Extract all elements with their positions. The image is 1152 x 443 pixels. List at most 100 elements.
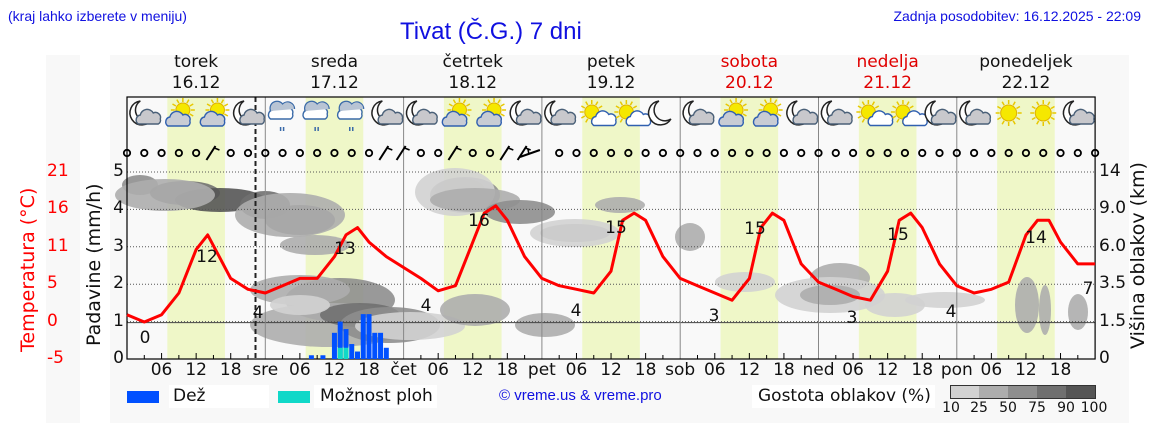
- cloud-density-area: [250, 275, 350, 305]
- showers-swatch: [278, 390, 310, 403]
- day-label-0: torek 16.12: [126, 52, 266, 94]
- calm-wind-icon: [606, 148, 616, 158]
- calm-wind-icon: [952, 148, 961, 158]
- calm-wind-icon: [641, 148, 650, 158]
- x-tick: 18: [1049, 360, 1072, 380]
- calm-wind-icon: [157, 148, 166, 158]
- sun-cloud-icon: [718, 98, 749, 127]
- legend-showers: Možnost ploh: [278, 385, 437, 408]
- day-label-3: petek 19.12: [541, 52, 681, 94]
- calm-wind-icon: [192, 148, 201, 158]
- temperature-tick: 16: [47, 198, 69, 219]
- x-tick: 06: [565, 360, 588, 380]
- sun-cloud-icon: [441, 98, 472, 127]
- region-hint[interactable]: (kraj lahko izberete v meniju): [8, 8, 187, 24]
- sun-cloud-icon: [752, 98, 783, 127]
- calm-wind-icon: [243, 148, 253, 158]
- cloud-density-area: [800, 285, 860, 305]
- calm-wind-icon: [572, 148, 581, 158]
- x-tick: sob: [665, 360, 696, 380]
- x-tick: 06: [150, 360, 173, 380]
- rain-bar: [360, 314, 366, 359]
- day-date: 17.12: [310, 73, 359, 93]
- x-tick: 12: [738, 360, 761, 380]
- calm-wind-icon: [693, 148, 702, 158]
- cloud-density-area: [1015, 277, 1039, 333]
- calm-wind-icon: [883, 148, 892, 158]
- x-tick: sre: [252, 360, 279, 380]
- calm-wind-icon: [658, 148, 668, 158]
- moon-cloud-icon: [129, 100, 162, 126]
- cloud-height-tick: 3.5: [1099, 273, 1127, 294]
- calm-wind-icon: [364, 148, 374, 158]
- cloud-height-tick: 1.5: [1099, 310, 1127, 331]
- temperature-line: [126, 204, 1096, 324]
- sun-small-cloud-icon: [890, 100, 928, 127]
- temperature-annotation: 4: [421, 296, 432, 316]
- rain-bar: [349, 344, 355, 359]
- day-date: 20.12: [725, 73, 774, 93]
- temp-axis-panel: [46, 55, 80, 423]
- x-tick: 06: [703, 360, 726, 380]
- copyright-link[interactable]: © vreme.us & vreme.pro: [499, 387, 662, 404]
- x-tick: 18: [219, 360, 242, 380]
- temperature-annotation: 3: [847, 308, 858, 328]
- x-tick: ned: [802, 360, 835, 380]
- last-update: Zadnja posodobitev: 16.12.2025 - 22:09: [893, 8, 1141, 24]
- calm-wind-icon: [745, 148, 754, 158]
- calm-wind-icon: [797, 148, 806, 158]
- precipitation-tick: 1: [113, 310, 124, 331]
- cloud-height-tick: 9.0: [1099, 198, 1127, 219]
- temperature-annotation: 3: [709, 306, 720, 326]
- cloud-height-tick: 6.0: [1099, 235, 1127, 256]
- temperature-tick: 5: [47, 273, 58, 294]
- moon-cloud-icon: [371, 100, 404, 126]
- day-name: ponedeljek: [979, 52, 1073, 72]
- day-label-4: sobota 20.12: [679, 52, 819, 94]
- moon-cloud-icon: [544, 100, 577, 126]
- cloud-density-area: [270, 295, 330, 315]
- calm-wind-icon: [416, 148, 425, 158]
- x-tick: 06: [427, 360, 449, 380]
- precipitation-tick: 2: [113, 273, 124, 294]
- sun-small-cloud-icon: [614, 100, 652, 127]
- wind-barb-icon: [205, 145, 220, 161]
- precipitation-tick: 5: [113, 161, 124, 181]
- calm-wind-icon: [347, 148, 356, 158]
- sun-cloud-icon: [476, 98, 507, 127]
- rain-bar: [378, 332, 384, 359]
- showers-bar: [337, 347, 343, 359]
- temperature-axis-title: Temperatura (°C): [17, 187, 39, 352]
- moon-cloud-icon: [232, 100, 265, 126]
- calm-wind-icon: [434, 148, 443, 158]
- moon-cloud-icon: [820, 100, 853, 126]
- temperature-tick: 11: [47, 235, 69, 256]
- calm-wind-icon: [1004, 148, 1013, 158]
- cloud-density-area: [905, 292, 985, 308]
- calm-wind-icon: [762, 148, 771, 158]
- sun-small-cloud-icon: [579, 100, 617, 127]
- rain-bar: [320, 355, 326, 359]
- x-tick: 18: [358, 360, 380, 380]
- density-100: [1066, 386, 1095, 398]
- showers-bar: [343, 347, 349, 359]
- day-name: četrtek: [442, 52, 503, 72]
- x-tick: 18: [496, 360, 519, 380]
- calm-wind-icon: [1091, 148, 1100, 158]
- x-tick: čet: [390, 360, 417, 380]
- wind-barb-icon: [519, 148, 541, 158]
- cloud-density-area: [235, 193, 345, 237]
- sun-icon: [995, 100, 1022, 126]
- rain-cloud-icon: [267, 100, 296, 131]
- cloud-density-area: [115, 179, 215, 211]
- calm-wind-icon: [1056, 148, 1065, 158]
- cloud-density-area: [530, 219, 620, 247]
- calm-wind-icon: [676, 148, 685, 158]
- calm-wind-icon: [330, 148, 339, 158]
- calm-wind-icon: [710, 148, 719, 158]
- sun-small-cloud-icon: [856, 100, 894, 127]
- calm-wind-icon: [313, 148, 322, 158]
- day-date: 22.12: [1001, 73, 1051, 93]
- calm-wind-icon: [727, 148, 737, 158]
- cloud-density-tick: 50: [999, 400, 1017, 416]
